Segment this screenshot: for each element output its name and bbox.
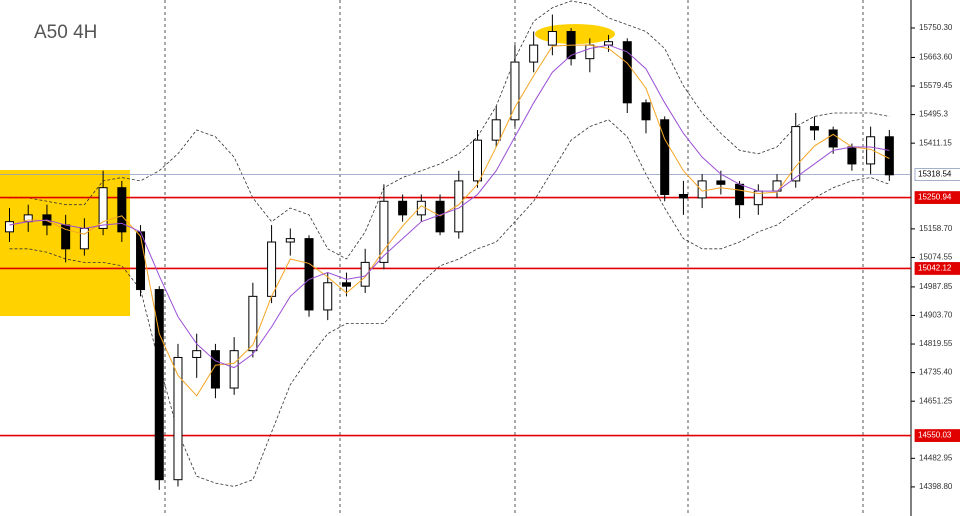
candle-body	[360, 261, 370, 287]
level-label-box	[914, 429, 960, 442]
candle-body	[660, 119, 670, 195]
y-tick-label: 14482.95	[919, 453, 953, 462]
candle-body	[154, 289, 164, 481]
candle-body	[267, 241, 277, 297]
candle-body	[454, 180, 464, 233]
candle-body	[323, 282, 333, 311]
y-tick-label: 14398.80	[919, 482, 953, 491]
candle-body	[866, 136, 876, 165]
level-label: 14550.03	[918, 431, 952, 440]
chart-title: A50 4H	[34, 22, 97, 43]
candle-body	[510, 61, 520, 121]
y-tick-label: 14735.40	[919, 368, 953, 377]
candle-body	[435, 200, 445, 233]
candle-body	[5, 221, 14, 233]
ma-line	[9, 44, 890, 397]
candle-body	[641, 102, 651, 121]
candle-body	[716, 180, 726, 185]
ma-line	[9, 44, 890, 369]
level-label: 15042.12	[918, 264, 952, 273]
candle-body	[210, 350, 220, 389]
y-tick-label: 15663.60	[919, 53, 953, 62]
candle-body	[136, 231, 146, 291]
candle-body	[735, 183, 745, 206]
candle-body	[547, 31, 557, 46]
candle-body	[791, 126, 801, 182]
level-label: 15318.54	[918, 170, 952, 179]
candle-body	[604, 41, 614, 46]
candle-body	[529, 44, 539, 63]
y-tick-label: 15495.3	[919, 110, 948, 119]
candle-body	[341, 282, 351, 287]
candle-body	[192, 350, 202, 358]
candle-body	[828, 129, 838, 148]
candle-body	[585, 44, 595, 60]
level-label: 15250.94	[918, 193, 952, 202]
level-label-box	[914, 168, 960, 182]
y-tick-label: 14651.25	[919, 396, 953, 405]
y-tick-label: 15579.45	[919, 81, 953, 90]
candle-body	[678, 193, 688, 199]
candle-body	[884, 136, 894, 176]
candle-body	[379, 200, 389, 263]
band-line	[9, 119, 890, 487]
candle-body	[809, 126, 819, 131]
candle-body	[473, 139, 482, 182]
y-tick-label: 15750.30	[919, 23, 953, 32]
candle-body	[117, 187, 127, 233]
candle-body	[173, 356, 183, 481]
y-tick-label: 14903.70	[919, 311, 953, 320]
y-tick-label: 15411.15	[919, 138, 952, 147]
candle-body	[491, 119, 501, 141]
y-tick-label: 14987.85	[919, 282, 953, 291]
candle-body	[248, 295, 258, 352]
band-line	[9, 0, 890, 260]
candle-body	[79, 227, 89, 250]
level-label-box	[914, 262, 960, 275]
candle-body	[304, 238, 314, 311]
candle-body	[285, 238, 295, 243]
candle-body	[847, 146, 857, 165]
level-label-box	[914, 191, 960, 204]
candle-body	[229, 350, 239, 389]
y-tick-label: 15074.55	[919, 253, 953, 262]
candle-body	[622, 41, 632, 104]
y-tick-label: 14819.55	[919, 339, 953, 348]
candle-body	[98, 187, 108, 229]
candle-body	[398, 200, 408, 216]
y-tick-label: 15158.70	[919, 224, 953, 233]
candle-body	[697, 180, 707, 199]
